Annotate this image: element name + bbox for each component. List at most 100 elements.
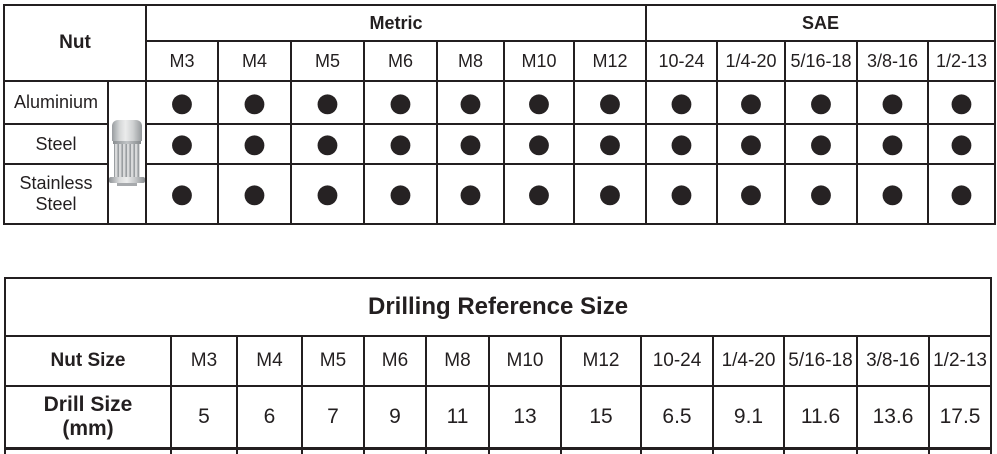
nut-size-5-16-18: 5/16-18: [783, 335, 858, 387]
rivet-nut-cap: [112, 119, 142, 141]
row-label-steel: Steel: [3, 123, 109, 165]
cutoff-cell: [927, 448, 993, 454]
availability-dot-cell: ●: [716, 80, 786, 125]
availability-dot: ●: [670, 179, 693, 209]
availability-dot-cell: ●: [573, 163, 647, 225]
drill-size-1-2-13: 17.5: [927, 385, 993, 450]
availability-dot-cell: ●: [217, 123, 292, 165]
cutoff-row: [4, 448, 993, 454]
size-header-10-24: 10-24: [645, 40, 718, 82]
nut-size-row-label: Nut Size: [4, 335, 172, 387]
availability-dot: ●: [809, 129, 833, 159]
availability-dot: ●: [527, 87, 551, 118]
nut-size-3-8-16: 3/8-16: [856, 335, 930, 387]
availability-dot: ●: [316, 87, 339, 118]
drill-size-m5: 7: [301, 385, 365, 450]
availability-dot-cell: ●: [784, 123, 858, 165]
drill-size-1-4-20: 9.1: [712, 385, 785, 450]
availability-dot-cell: ●: [145, 163, 219, 225]
availability-dot: ●: [950, 129, 973, 159]
cutoff-cell: [301, 448, 365, 454]
size-header-5-16-18: 5/16-18: [784, 40, 858, 82]
drill-size-m3: 5: [170, 385, 238, 450]
availability-dot: ●: [670, 87, 693, 118]
availability-dot: ●: [389, 129, 412, 159]
availability-dot: ●: [598, 129, 622, 159]
size-header-1-4-20: 1/4-20: [716, 40, 786, 82]
availability-dot: ●: [459, 87, 482, 118]
availability-dot: ●: [170, 87, 194, 118]
corner-header-nut: Nut: [3, 4, 147, 82]
group-header-metric: Metric: [145, 4, 647, 42]
rivet-nut-neck: [113, 140, 141, 144]
availability-dot-cell: ●: [573, 123, 647, 165]
size-header-1-2-13: 1/2-13: [926, 40, 997, 82]
availability-dot-cell: ●: [645, 123, 718, 165]
availability-dot-cell: ●: [784, 80, 858, 125]
group-header-sae: SAE: [644, 4, 997, 42]
availability-dot-cell: ●: [363, 80, 438, 125]
availability-dot-cell: ●: [716, 163, 786, 225]
cutoff-cell: [488, 448, 562, 454]
rivet-nut-image: [110, 119, 144, 186]
drilling-reference-table: Drilling Reference Size Nut Size M3 M4 M…: [4, 277, 993, 454]
availability-dot: ●: [670, 129, 693, 159]
size-header-m8: M8: [436, 40, 505, 82]
availability-dot: ●: [389, 87, 412, 118]
availability-dot: ●: [527, 179, 551, 209]
availability-dot: ●: [243, 179, 266, 209]
size-header-m10: M10: [503, 40, 575, 82]
availability-dot: ●: [243, 129, 266, 159]
drill-size-m8: 11: [425, 385, 490, 450]
availability-dot-cell: ●: [784, 163, 858, 225]
availability-dot-cell: ●: [436, 163, 505, 225]
availability-dot-cell: ●: [503, 123, 575, 165]
drill-size-3-8-16: 13.6: [856, 385, 930, 450]
availability-dot-cell: ●: [573, 80, 647, 125]
rivet-nut-base: [117, 182, 137, 186]
availability-dot-cell: ●: [290, 80, 365, 125]
availability-dot: ●: [881, 179, 904, 209]
availability-dot: ●: [881, 129, 904, 159]
availability-dot-cell: ●: [856, 123, 929, 165]
nut-size-m8: M8: [425, 335, 490, 387]
availability-dot: ●: [809, 179, 833, 209]
availability-dot: ●: [739, 87, 763, 118]
cutoff-cell: [425, 448, 490, 454]
availability-dot: ●: [459, 179, 482, 209]
availability-dot: ●: [316, 129, 339, 159]
cutoff-cell: [712, 448, 785, 454]
row-label-stainless-steel: Stainless Steel: [3, 163, 109, 225]
drill-size-10-24: 6.5: [640, 385, 714, 450]
availability-dot-cell: ●: [645, 163, 718, 225]
drilling-table-clip: Drilling Reference Size Nut Size M3 M4 M…: [4, 277, 994, 454]
cutoff-cell: [640, 448, 714, 454]
availability-dot-cell: ●: [290, 163, 365, 225]
availability-dot: ●: [950, 87, 973, 118]
nut-compatibility-table: Nut Metric SAE M3 M4 M5 M6 M8 M10 M12 10…: [3, 4, 997, 225]
availability-dot-cell: ●: [363, 123, 438, 165]
availability-dot-cell: ●: [926, 123, 997, 165]
row-label-aluminium: Aluminium: [3, 80, 109, 125]
cutoff-cell: [170, 448, 238, 454]
availability-dot-cell: ●: [217, 80, 292, 125]
drill-size-5-16-18: 11.6: [783, 385, 858, 450]
size-header-m12: M12: [573, 40, 647, 82]
availability-dot: ●: [459, 129, 482, 159]
availability-dot: ●: [527, 129, 551, 159]
availability-dot-cell: ●: [436, 80, 505, 125]
availability-dot-cell: ●: [926, 163, 997, 225]
nut-size-m10: M10: [488, 335, 562, 387]
cutoff-cell: [856, 448, 930, 454]
nut-size-10-24: 10-24: [640, 335, 714, 387]
drill-size-m6: 9: [363, 385, 427, 450]
cutoff-cell: [560, 448, 642, 454]
availability-dot: ●: [598, 87, 622, 118]
nut-size-m12: M12: [560, 335, 642, 387]
availability-dot: ●: [170, 179, 194, 209]
drill-size-m12: 15: [560, 385, 642, 450]
nut-size-m3: M3: [170, 335, 238, 387]
availability-dot-cell: ●: [503, 163, 575, 225]
availability-dot-cell: ●: [363, 163, 438, 225]
rivet-nut-flange: [110, 176, 144, 183]
